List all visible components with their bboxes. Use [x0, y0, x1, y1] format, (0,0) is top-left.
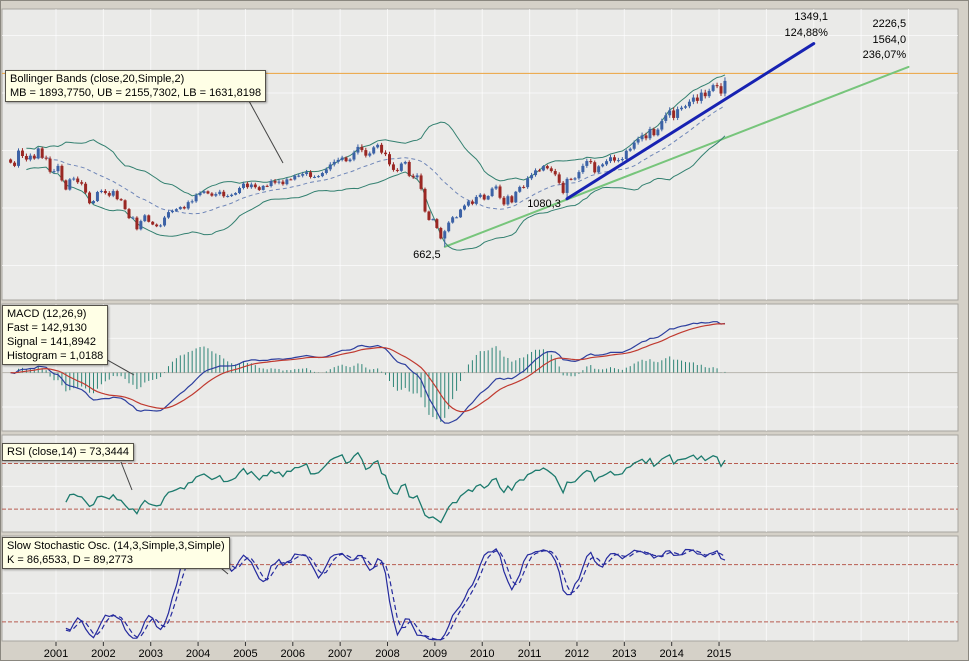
stochastic-k-line	[65, 548, 726, 641]
x-axis-year-label: 2008	[375, 648, 399, 660]
price-panel[interactable]	[1, 8, 959, 301]
price-annotation: 2226,5	[872, 18, 906, 30]
bollinger-upper-band	[26, 74, 726, 197]
x-axis-year-label: 2010	[470, 648, 494, 660]
x-axis-year-label: 2001	[44, 648, 68, 660]
macd-callout-histogram: Histogram = 1,0188	[7, 350, 104, 362]
trendline-green-projection[interactable]	[443, 65, 910, 248]
stochastic-d-line	[65, 549, 726, 641]
macd-plot	[2, 321, 958, 424]
stochastic-callout[interactable]: Slow Stochastic Osc. (14,3,Simple,3,Simp…	[2, 537, 230, 569]
stochastic-callout-values: K = 86,6533, D = 89,2773	[7, 554, 133, 566]
rsi-callout[interactable]: RSI (close,14) = 73,3444	[2, 443, 134, 461]
callout-connector	[120, 461, 133, 491]
x-axis-year-label: 2012	[565, 648, 589, 660]
bollinger-middle-band	[26, 104, 726, 215]
x-axis-year-label: 2014	[659, 648, 683, 660]
x-axis: 2001 2002 2003 2004 2005 2006 2007 2008 2009 2010…	[44, 642, 731, 660]
macd-callout[interactable]: MACD (12,26,9) Fast = 142,9130 Signal = …	[2, 305, 109, 365]
macd-grid	[2, 304, 958, 431]
bollinger-bands-callout[interactable]: Bollinger Bands (close,20,Simple,2) MB =…	[5, 70, 267, 102]
price-annotation: 662,5	[413, 249, 441, 261]
candlestick-series	[9, 77, 727, 247]
rsi-line	[65, 451, 726, 524]
trendline-blue-projection[interactable]	[565, 42, 816, 201]
x-axis-year-label: 2013	[612, 648, 636, 660]
bollinger-callout-values: MB = 1893,7750, UB = 2155,7302, LB = 163…	[10, 87, 262, 99]
x-axis-year-label: 2011	[518, 648, 542, 660]
x-axis-year-label: 2002	[91, 648, 115, 660]
macd-signal-line	[10, 323, 725, 413]
x-axis-year-label: 2009	[423, 648, 447, 660]
x-axis-year-label: 2007	[328, 648, 352, 660]
callout-connector	[248, 100, 284, 164]
price-annotation: 236,07%	[863, 49, 907, 61]
price-plot: 1349,1 124,88% 2226,5 1564,0 236,07% 1080,3 66…	[2, 11, 958, 261]
rsi-grid	[2, 435, 958, 532]
price-grid	[2, 9, 958, 300]
x-axis-year-label: 2015	[707, 648, 731, 660]
macd-callout-title: MACD (12,26,9)	[7, 308, 87, 320]
x-axis-year-label: 2005	[233, 648, 257, 660]
macd-fast-line	[10, 321, 726, 424]
x-axis-year-label: 2006	[281, 648, 305, 660]
stochastic-callout-title: Slow Stochastic Osc. (14,3,Simple,3,Simp…	[7, 540, 225, 552]
rsi-panel[interactable]	[1, 434, 959, 533]
bollinger-lower-band	[26, 135, 726, 251]
rsi-plot	[2, 451, 958, 524]
macd-callout-fast: Fast = 142,9130	[7, 322, 87, 334]
rsi-callout-value: RSI (close,14) = 73,3444	[7, 446, 129, 458]
price-annotation: 1080,3	[527, 198, 561, 210]
x-axis-year-label: 2003	[138, 648, 162, 660]
price-annotation: 1349,1	[794, 11, 828, 23]
x-axis-year-label: 2004	[186, 648, 210, 660]
bollinger-callout-title: Bollinger Bands (close,20,Simple,2)	[10, 73, 185, 85]
price-annotation: 1564,0	[872, 34, 906, 46]
macd-callout-signal: Signal = 141,8942	[7, 336, 96, 348]
price-annotation: 124,88%	[785, 27, 829, 39]
